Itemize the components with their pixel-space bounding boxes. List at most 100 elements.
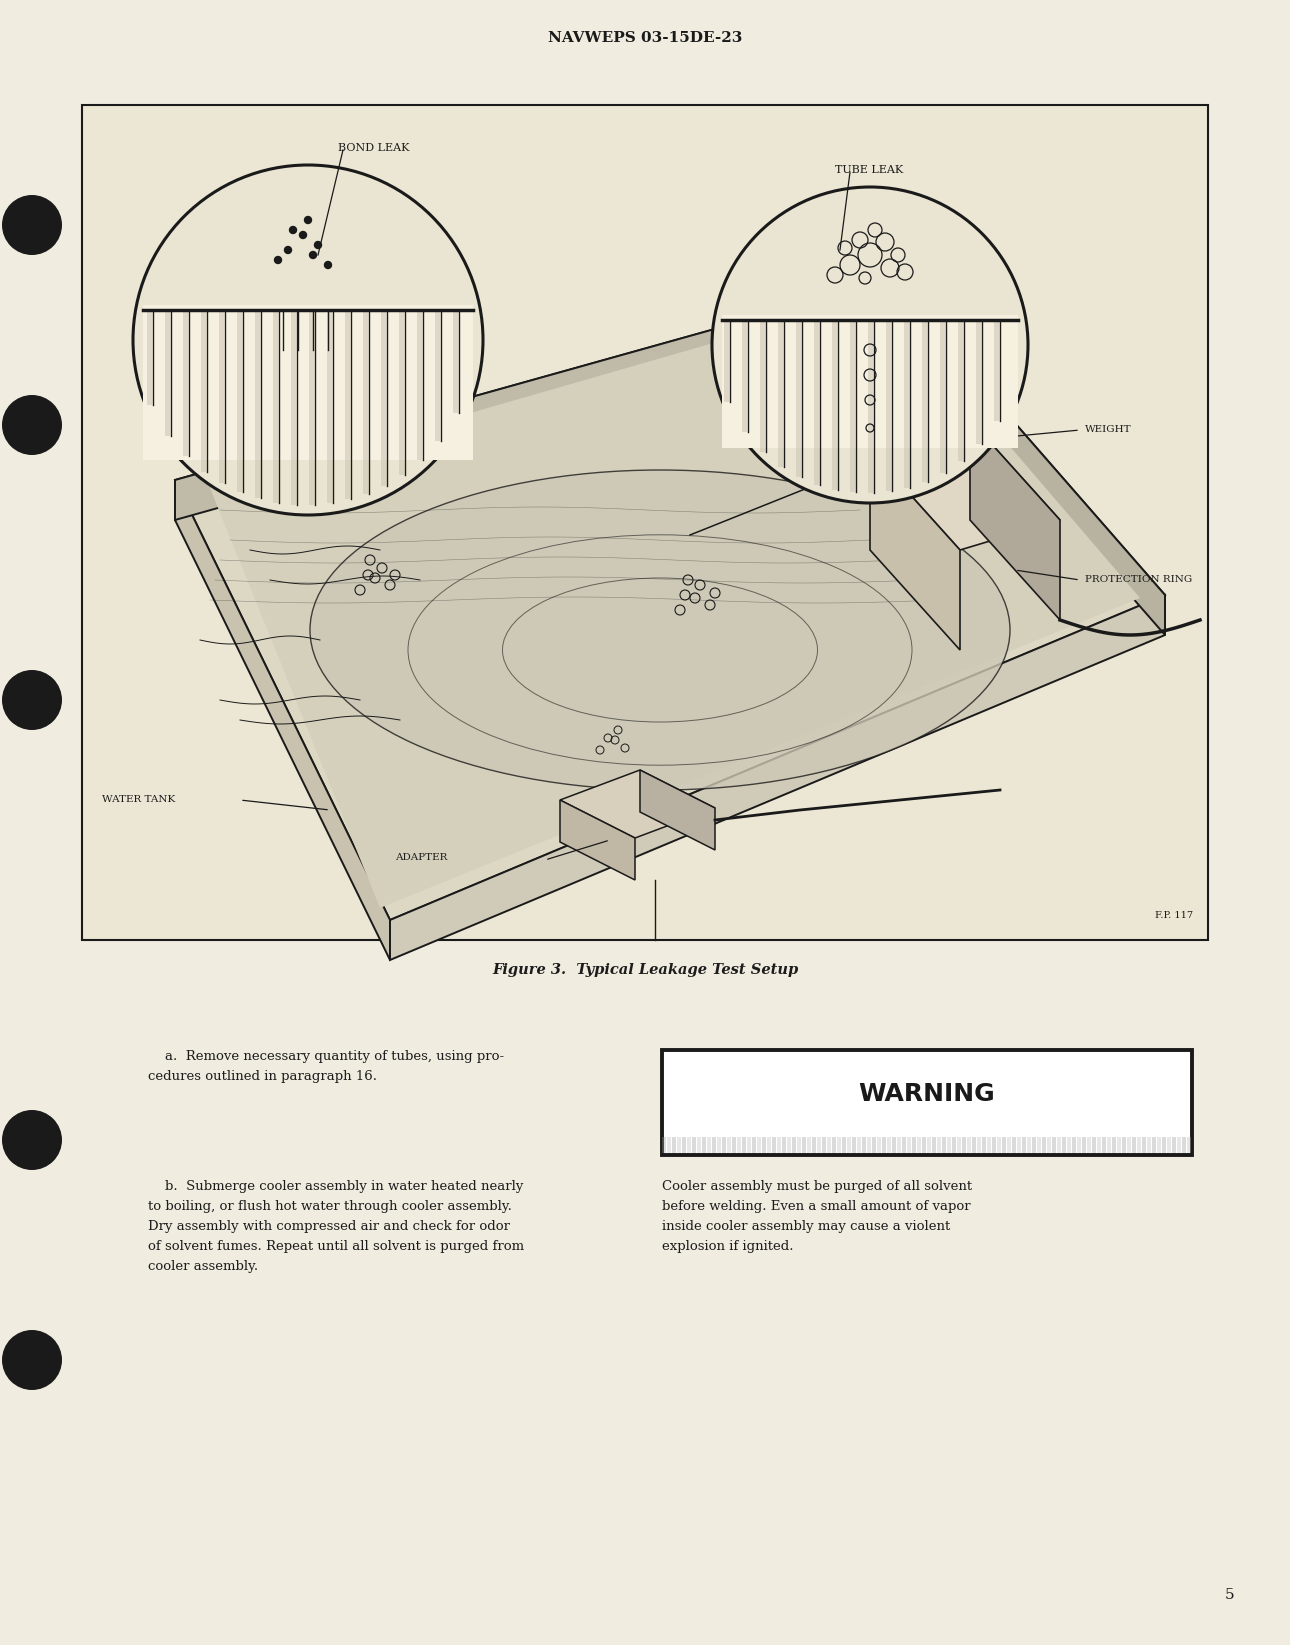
Circle shape bbox=[3, 1331, 62, 1390]
Bar bbox=[814, 321, 819, 485]
Bar bbox=[399, 309, 404, 475]
Text: b.  Submerge cooler assembly in water heated nearly
to boiling, or flush hot wat: b. Submerge cooler assembly in water hea… bbox=[148, 1179, 524, 1273]
Bar bbox=[662, 1050, 1192, 1155]
Bar bbox=[712, 1137, 716, 1153]
Bar bbox=[992, 1137, 996, 1153]
Bar bbox=[1187, 1137, 1191, 1153]
Text: WEIGHT: WEIGHT bbox=[1085, 426, 1131, 434]
Ellipse shape bbox=[310, 470, 1010, 790]
Bar bbox=[797, 1137, 801, 1153]
Bar bbox=[912, 1137, 916, 1153]
Bar bbox=[1122, 1137, 1126, 1153]
Bar bbox=[1117, 1137, 1121, 1153]
Text: PROTECTION RING: PROTECTION RING bbox=[1085, 576, 1192, 584]
Bar bbox=[1002, 1137, 1006, 1153]
Bar bbox=[326, 309, 332, 503]
Bar bbox=[922, 321, 928, 482]
Polygon shape bbox=[869, 419, 1060, 549]
Bar bbox=[1162, 1137, 1166, 1153]
Bar bbox=[757, 1137, 761, 1153]
Bar bbox=[822, 1137, 826, 1153]
Circle shape bbox=[3, 395, 62, 456]
Polygon shape bbox=[560, 770, 715, 837]
Bar bbox=[928, 1137, 931, 1153]
Bar bbox=[787, 1137, 791, 1153]
Bar bbox=[731, 1137, 737, 1153]
Bar bbox=[982, 1137, 986, 1153]
Bar bbox=[237, 309, 243, 492]
Bar bbox=[1022, 1137, 1026, 1153]
Bar bbox=[886, 321, 891, 492]
Circle shape bbox=[133, 164, 482, 515]
Bar bbox=[922, 1137, 926, 1153]
Bar bbox=[897, 1137, 900, 1153]
Circle shape bbox=[299, 232, 307, 239]
Text: Cooler assembly must be purged of all solvent
before welding. Even a small amoun: Cooler assembly must be purged of all so… bbox=[662, 1179, 973, 1253]
Bar bbox=[1173, 1137, 1176, 1153]
Bar bbox=[971, 1137, 977, 1153]
Bar bbox=[728, 1137, 731, 1153]
Bar bbox=[862, 1137, 866, 1153]
Bar bbox=[940, 321, 946, 472]
Bar bbox=[1067, 1137, 1071, 1153]
Bar bbox=[891, 1137, 897, 1153]
Bar bbox=[724, 321, 729, 401]
Text: TUBE LEAK: TUBE LEAK bbox=[835, 164, 903, 174]
Bar bbox=[344, 309, 350, 500]
Circle shape bbox=[289, 227, 297, 234]
Bar bbox=[808, 1137, 811, 1153]
Bar bbox=[672, 1137, 676, 1153]
Bar bbox=[737, 1137, 740, 1153]
Bar bbox=[310, 309, 313, 505]
Bar bbox=[435, 309, 440, 441]
Bar bbox=[931, 1137, 937, 1153]
Bar bbox=[902, 1137, 906, 1153]
Bar bbox=[987, 1137, 991, 1153]
Bar bbox=[877, 1137, 881, 1153]
Bar bbox=[851, 1137, 857, 1153]
Circle shape bbox=[285, 247, 292, 253]
Bar bbox=[771, 1137, 777, 1153]
Bar bbox=[832, 1137, 836, 1153]
Polygon shape bbox=[390, 595, 1165, 961]
Bar bbox=[722, 1137, 726, 1153]
Bar bbox=[777, 1137, 780, 1153]
Bar bbox=[762, 1137, 766, 1153]
Bar bbox=[688, 1137, 691, 1153]
Bar bbox=[417, 309, 422, 461]
Bar bbox=[677, 1137, 681, 1153]
Polygon shape bbox=[940, 378, 975, 456]
Text: 5: 5 bbox=[1226, 1587, 1235, 1602]
Bar bbox=[760, 321, 765, 452]
Bar bbox=[802, 1137, 806, 1153]
Bar bbox=[947, 1137, 951, 1153]
Bar bbox=[857, 1137, 860, 1153]
Circle shape bbox=[275, 257, 281, 263]
Bar bbox=[682, 1137, 686, 1153]
Bar bbox=[832, 321, 837, 490]
Bar bbox=[1032, 1137, 1036, 1153]
Bar bbox=[917, 1137, 921, 1153]
Bar bbox=[867, 1137, 871, 1153]
Bar bbox=[83, 105, 1207, 939]
Bar bbox=[952, 1137, 956, 1153]
Polygon shape bbox=[640, 770, 715, 850]
Bar bbox=[977, 1137, 980, 1153]
Circle shape bbox=[3, 1110, 62, 1170]
Bar bbox=[1017, 1137, 1020, 1153]
Bar bbox=[1053, 1137, 1057, 1153]
Bar bbox=[1093, 1137, 1096, 1153]
Bar bbox=[1057, 1137, 1060, 1153]
Bar bbox=[1127, 1137, 1131, 1153]
Bar bbox=[292, 309, 295, 505]
Polygon shape bbox=[175, 480, 390, 961]
Bar bbox=[1142, 1137, 1146, 1153]
Bar bbox=[1136, 1137, 1140, 1153]
Bar bbox=[782, 1137, 786, 1153]
Bar bbox=[381, 309, 386, 485]
Polygon shape bbox=[175, 280, 890, 520]
Circle shape bbox=[3, 196, 62, 255]
Bar bbox=[1182, 1137, 1186, 1153]
Circle shape bbox=[3, 670, 62, 730]
Bar bbox=[707, 1137, 711, 1153]
